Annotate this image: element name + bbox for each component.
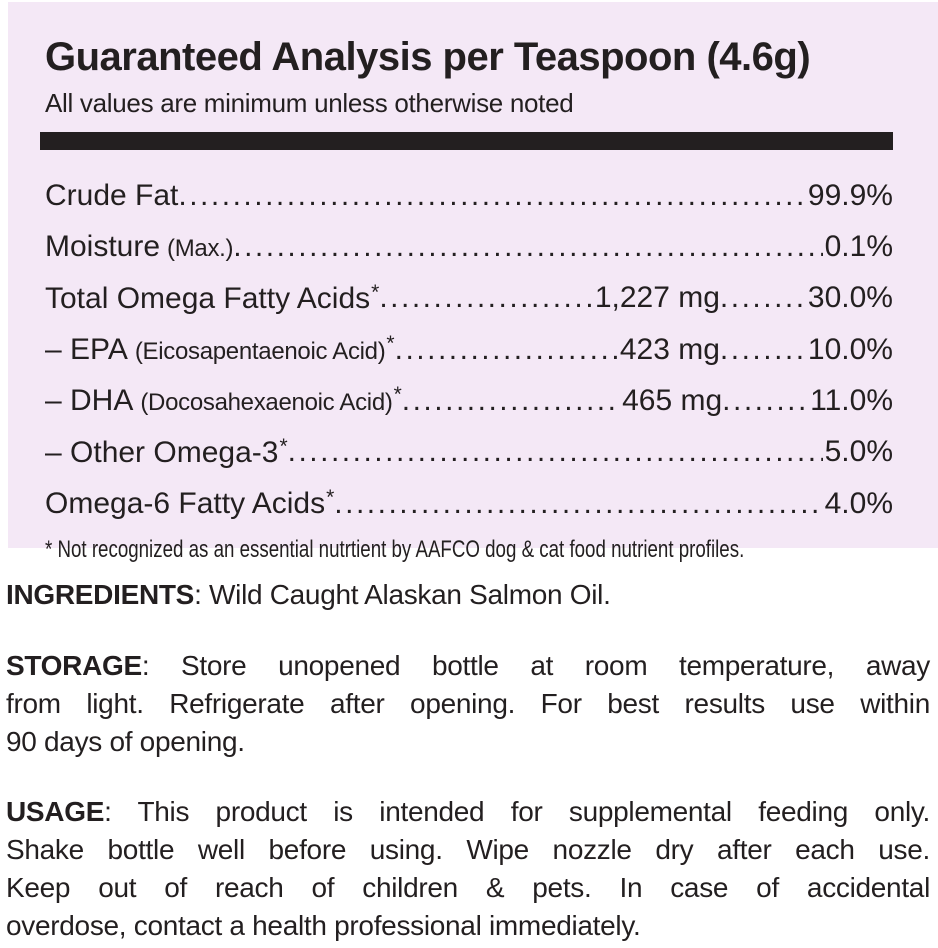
ingredients-section: INGREDIENTS: Wild Caught Alaskan Salmon … — [6, 576, 930, 614]
storage-line: STORAGE: Store unopened bottle at room t… — [6, 650, 930, 681]
guaranteed-analysis-panel: Guaranteed Analysis per Teaspoon (4.6g) … — [8, 2, 938, 563]
analysis-row-other-omega3: – Other Omega-3* .......................… — [45, 425, 893, 476]
dot-leader: ........................................… — [722, 384, 809, 418]
usage-line: Shake bottle well before using. Wipe noz… — [6, 834, 930, 865]
usage-section: USAGE: This product is intended for supp… — [6, 793, 930, 945]
analysis-row-moisture: Moisture (Max.) .........................… — [45, 219, 893, 270]
amount-mg: 1,227 mg — [594, 281, 720, 315]
percent-value: 11.0% — [810, 384, 893, 418]
nutrient-name: – EPA (Eicosapentaenoic Acid)* — [45, 331, 395, 366]
dot-leader: ........................................… — [287, 435, 823, 469]
percent-value: 10.0% — [807, 332, 893, 366]
nutrient-name: Moisture (Max.) — [45, 230, 234, 264]
dot-leader: ........................................… — [233, 230, 822, 264]
nutrient-name: Total Omega Fatty Acids* — [45, 280, 380, 315]
nutrient-name: Crude Fat — [45, 178, 179, 212]
amount-mg: 465 mg — [622, 384, 723, 418]
storage-heading: STORAGE — [6, 650, 142, 681]
percent-value: 5.0% — [824, 435, 893, 469]
analysis-row-crude-fat: Crude Fat ..............................… — [45, 168, 893, 219]
nutrient-name: – Other Omega-3* — [45, 434, 288, 469]
amount-mg: 423 mg — [619, 332, 720, 366]
ingredients-heading: INGREDIENTS — [6, 579, 195, 610]
dot-leader: ........................................… — [394, 332, 618, 366]
dot-leader: ........................................… — [379, 281, 593, 315]
analysis-rows: Crude Fat ..............................… — [45, 168, 893, 527]
analysis-row-omega6: Omega-6 Fatty Acids* ...................… — [45, 476, 893, 527]
analysis-row-total-omega: Total Omega Fatty Acids* ...............… — [45, 271, 893, 322]
nutrient-name: – DHA (Docosahexaenoic Acid)* — [45, 383, 402, 418]
label-bottom-sections: INGREDIENTS: Wild Caught Alaskan Salmon … — [6, 562, 930, 945]
dot-leader: ........................................… — [719, 332, 806, 366]
aafco-footnote: * Not recognized as an essential nutrtie… — [45, 536, 745, 564]
dot-leader: ........................................… — [401, 384, 620, 418]
percent-value: 30.0% — [807, 281, 893, 315]
storage-line: 90 days of opening. — [6, 726, 245, 757]
divider-bar — [40, 132, 893, 150]
nutrient-name: Omega-6 Fatty Acids* — [45, 485, 335, 520]
analysis-row-dha: – DHA (Docosahexaenoic Acid)* ...........… — [45, 373, 893, 424]
panel-subtitle: All values are minimum unless otherwise … — [45, 88, 574, 118]
percent-value: 99.9% — [807, 178, 893, 212]
usage-line: overdose, contact a health professional … — [6, 910, 641, 941]
dot-leader: ........................................… — [334, 486, 822, 520]
panel-title: Guaranteed Analysis per Teaspoon (4.6g) — [45, 35, 811, 79]
ingredients-text: : Wild Caught Alaskan Salmon Oil. — [194, 579, 611, 610]
dot-leader: ........................................… — [719, 281, 806, 315]
percent-value: 4.0% — [824, 486, 893, 520]
analysis-row-epa: – EPA (Eicosapentaenoic Acid)* ..........… — [45, 322, 893, 373]
usage-line: USAGE: This product is intended for supp… — [6, 796, 930, 827]
percent-value: 0.1% — [824, 230, 893, 264]
dot-leader: ........................................… — [178, 178, 806, 212]
usage-heading: USAGE — [6, 796, 105, 827]
storage-line: from light. Refrigerate after opening. F… — [6, 688, 930, 719]
usage-line: Keep out of reach of children & pets. In… — [6, 872, 930, 903]
storage-section: STORAGE: Store unopened bottle at room t… — [6, 647, 930, 761]
